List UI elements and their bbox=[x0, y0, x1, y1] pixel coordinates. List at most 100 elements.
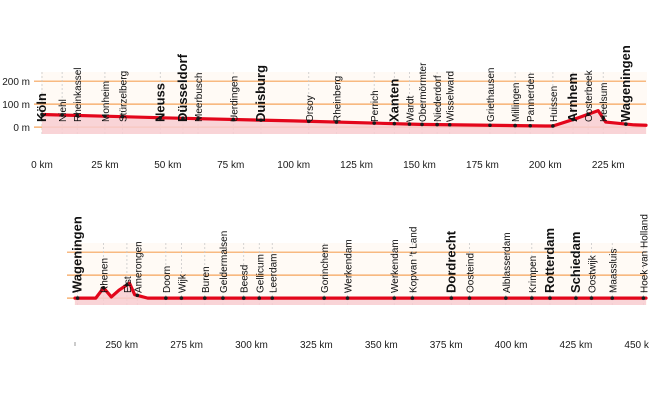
x-tick-label: 450 km bbox=[624, 340, 649, 351]
place-label: Griethausen bbox=[486, 68, 497, 122]
profile-line bbox=[73, 281, 648, 300]
place-marker bbox=[372, 121, 377, 125]
place-marker bbox=[270, 296, 275, 300]
place-label: Kopvan 't Land bbox=[408, 227, 419, 293]
place-marker bbox=[420, 122, 424, 127]
place-label: Werkendam bbox=[390, 239, 401, 293]
place-marker bbox=[530, 296, 534, 300]
place-label: Dordrecht bbox=[443, 230, 458, 293]
place-marker bbox=[60, 113, 64, 117]
place-label: Oosteind bbox=[466, 253, 477, 293]
place-label: Niederdorf bbox=[433, 75, 444, 122]
place-label: Stürzelberg bbox=[119, 71, 130, 122]
place-label: Werkendam bbox=[344, 239, 355, 293]
place-marker bbox=[135, 293, 140, 298]
place-label: Wisselward bbox=[446, 71, 457, 122]
profile-panel-2: Wageningen Rhenen Elst Amerongen Doorn Wijk Bu… bbox=[67, 214, 649, 351]
x-tick-label: 125 km bbox=[340, 160, 373, 171]
place-label: Hoek van Holland bbox=[639, 214, 649, 293]
x-tick-label: 100 km bbox=[277, 160, 310, 171]
place-marker bbox=[601, 116, 606, 121]
place-label: Buren bbox=[201, 266, 212, 293]
place-marker bbox=[504, 296, 508, 300]
place-marker bbox=[322, 296, 326, 300]
place-marker bbox=[306, 119, 311, 124]
x-tick-label: 300 km bbox=[235, 340, 268, 351]
x-tick-label: 275 km bbox=[170, 340, 203, 351]
place-marker bbox=[488, 123, 492, 128]
place-label: Geldermalsen bbox=[219, 231, 230, 293]
place-marker bbox=[548, 296, 552, 300]
x-tick-label: 225 km bbox=[592, 160, 625, 171]
place-label: Alblasserdam bbox=[502, 232, 513, 293]
place-marker bbox=[75, 113, 80, 118]
place-label: Schiedam bbox=[568, 232, 583, 293]
place-marker bbox=[410, 296, 415, 300]
place-label: Wageningen bbox=[70, 216, 85, 293]
x-tick-label: 325 km bbox=[300, 340, 333, 351]
y-tick-label: 100 m bbox=[2, 100, 30, 111]
place-label: Wijk bbox=[177, 273, 188, 293]
place-label: Wageningen bbox=[618, 45, 633, 122]
place-marker bbox=[334, 120, 339, 124]
place-label: Orsoy bbox=[305, 95, 316, 122]
place-marker bbox=[392, 296, 397, 300]
place-label: Perrich bbox=[370, 90, 381, 122]
x-tick-label: 25 km bbox=[91, 160, 118, 171]
place-label: Amerongen bbox=[133, 241, 144, 293]
place-label: Gorinchem bbox=[320, 244, 331, 293]
place-marker bbox=[120, 114, 125, 119]
x-tick-label: 400 km bbox=[495, 340, 528, 351]
place-marker bbox=[231, 117, 236, 122]
place-label: Oosterbeek bbox=[584, 69, 595, 122]
place-label: Meerbusch bbox=[194, 73, 205, 122]
place-marker bbox=[447, 122, 452, 127]
place-marker bbox=[589, 296, 594, 300]
x-tick-label: 175 km bbox=[466, 160, 499, 171]
place-marker bbox=[435, 122, 439, 127]
place-marker bbox=[574, 296, 578, 300]
place-marker bbox=[103, 114, 107, 119]
place-marker bbox=[551, 124, 555, 128]
place-label: Obermörmter bbox=[418, 62, 429, 122]
place-label: Neuss bbox=[152, 83, 167, 122]
y-tick-label: 0 m bbox=[13, 123, 30, 134]
place-marker bbox=[259, 118, 263, 122]
place-label: Doorn bbox=[162, 266, 173, 293]
place-label: Leerdam bbox=[268, 254, 279, 293]
x-tick-label: 350 km bbox=[365, 340, 398, 351]
place-marker bbox=[241, 296, 246, 300]
place-marker bbox=[624, 122, 628, 126]
x-tick-label: 150 km bbox=[403, 160, 436, 171]
place-marker bbox=[407, 122, 412, 126]
place-marker bbox=[467, 296, 472, 300]
place-label: Arnhem bbox=[565, 73, 580, 122]
place-marker bbox=[125, 283, 129, 287]
x-tick-label: 200 km bbox=[529, 160, 562, 171]
place-label: Wardt bbox=[405, 95, 416, 122]
place-marker bbox=[158, 115, 163, 120]
place-marker bbox=[221, 296, 225, 300]
place-label: Uerdingen bbox=[229, 76, 240, 122]
x-tick-label: 0 km bbox=[31, 160, 53, 171]
place-marker bbox=[641, 296, 646, 300]
place-marker bbox=[571, 117, 575, 122]
profile-panel-1: Köln Niehl Rheinkassel Monheim Stürzelberg Ne… bbox=[2, 45, 648, 171]
place-marker bbox=[75, 296, 80, 300]
place-label: Rheinkassel bbox=[73, 68, 84, 122]
place-marker bbox=[181, 116, 185, 121]
place-marker bbox=[179, 296, 184, 300]
place-label: Niehl bbox=[58, 99, 69, 122]
place-marker bbox=[392, 121, 397, 126]
place-label: Maassluis bbox=[608, 249, 619, 293]
place-marker bbox=[196, 116, 200, 121]
place-label: Köln bbox=[34, 93, 49, 122]
place-label: Monheim bbox=[101, 81, 112, 122]
place-label: Millingen bbox=[511, 83, 522, 122]
x-tick-label: 375 km bbox=[430, 340, 463, 351]
place-marker bbox=[40, 112, 44, 117]
place-label: Oostwijk bbox=[587, 254, 598, 293]
place-label: Rotterdam bbox=[542, 228, 557, 293]
